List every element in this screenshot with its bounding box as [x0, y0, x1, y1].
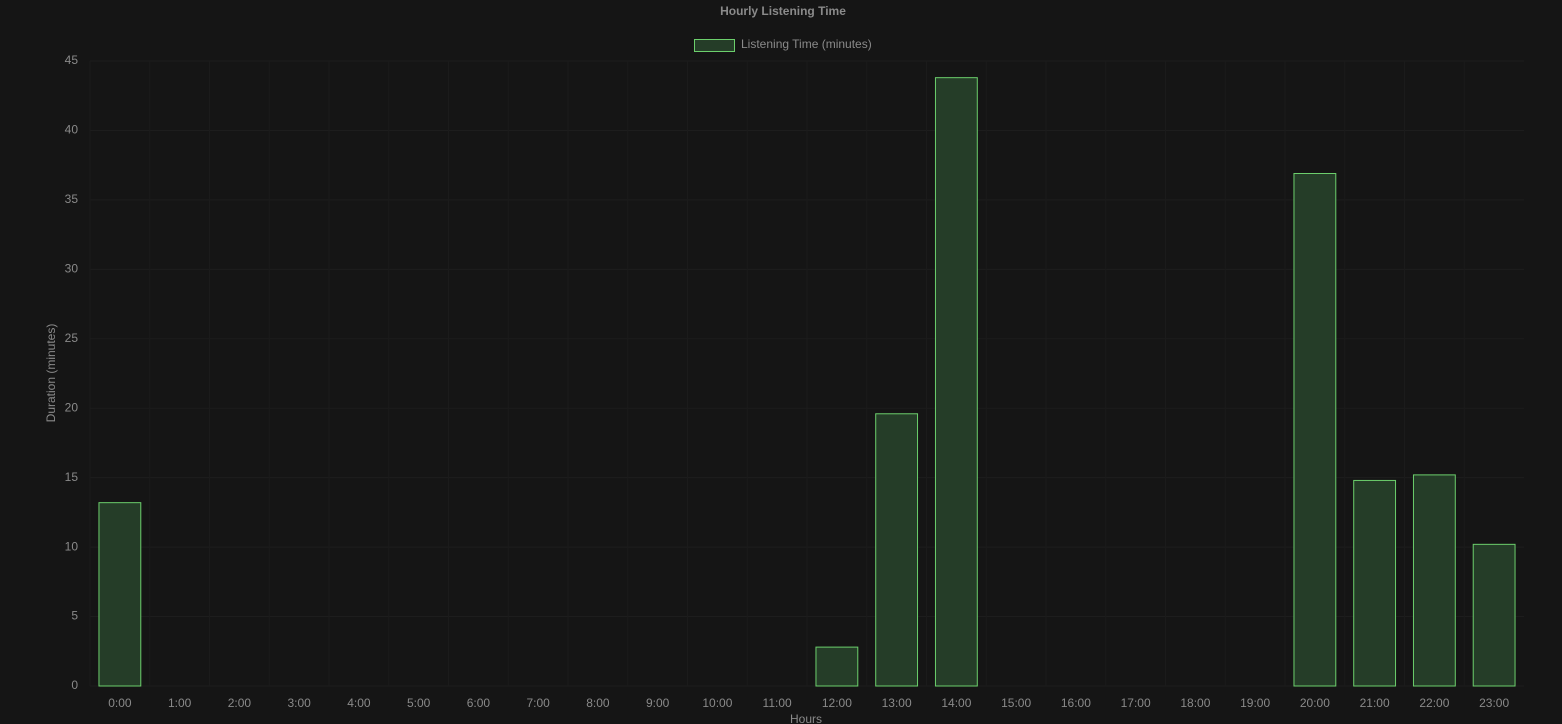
y-tick-label: 10 [65, 539, 79, 553]
x-tick-label: 16:00 [1061, 696, 1091, 710]
x-tick-label: 3:00 [287, 696, 311, 710]
x-tick-label: 5:00 [407, 696, 431, 710]
y-tick-label: 35 [65, 192, 79, 206]
x-tick-label: 1:00 [168, 696, 192, 710]
y-tick-label: 0 [71, 678, 78, 692]
x-tick-label: 12:00 [822, 696, 852, 710]
y-tick-label: 45 [65, 53, 79, 67]
x-tick-label: 2:00 [228, 696, 252, 710]
x-tick-label: 21:00 [1360, 696, 1390, 710]
x-tick-label: 17:00 [1121, 696, 1151, 710]
chart-title: Hourly Listening Time [720, 4, 846, 18]
x-tick-label: 6:00 [467, 696, 491, 710]
x-tick-label: 10:00 [702, 696, 732, 710]
x-tick-label: 19:00 [1240, 696, 1270, 710]
bar [815, 646, 859, 687]
y-tick-label: 5 [71, 609, 78, 623]
bar [875, 413, 919, 687]
x-tick-label: 11:00 [763, 696, 792, 710]
y-tick-label: 20 [65, 400, 79, 414]
legend-swatch [694, 39, 735, 52]
x-axis-title: Hours [790, 712, 822, 724]
x-tick-label: 13:00 [882, 696, 912, 710]
x-tick-label: 8:00 [586, 696, 610, 710]
bar [1412, 474, 1456, 687]
x-tick-label: 18:00 [1180, 696, 1210, 710]
bar [1293, 173, 1337, 687]
y-tick-label: 25 [65, 331, 79, 345]
x-tick-label: 15:00 [1001, 696, 1031, 710]
x-tick-label: 22:00 [1419, 696, 1449, 710]
y-axis-title: Duration (minutes) [44, 324, 58, 423]
x-tick-label: 0:00 [108, 696, 132, 710]
bar [934, 77, 978, 687]
y-tick-label: 40 [65, 123, 79, 137]
x-tick-label: 4:00 [347, 696, 371, 710]
bar [98, 502, 142, 687]
y-tick-label: 30 [65, 262, 79, 276]
bar [1472, 543, 1516, 687]
x-tick-label: 9:00 [646, 696, 670, 710]
x-tick-label: 23:00 [1479, 696, 1509, 710]
legend-label: Listening Time (minutes) [741, 37, 872, 51]
x-tick-label: 7:00 [526, 696, 550, 710]
x-tick-label: 14:00 [941, 696, 971, 710]
y-tick-label: 15 [65, 470, 79, 484]
bar [1353, 479, 1397, 687]
x-tick-label: 20:00 [1300, 696, 1330, 710]
